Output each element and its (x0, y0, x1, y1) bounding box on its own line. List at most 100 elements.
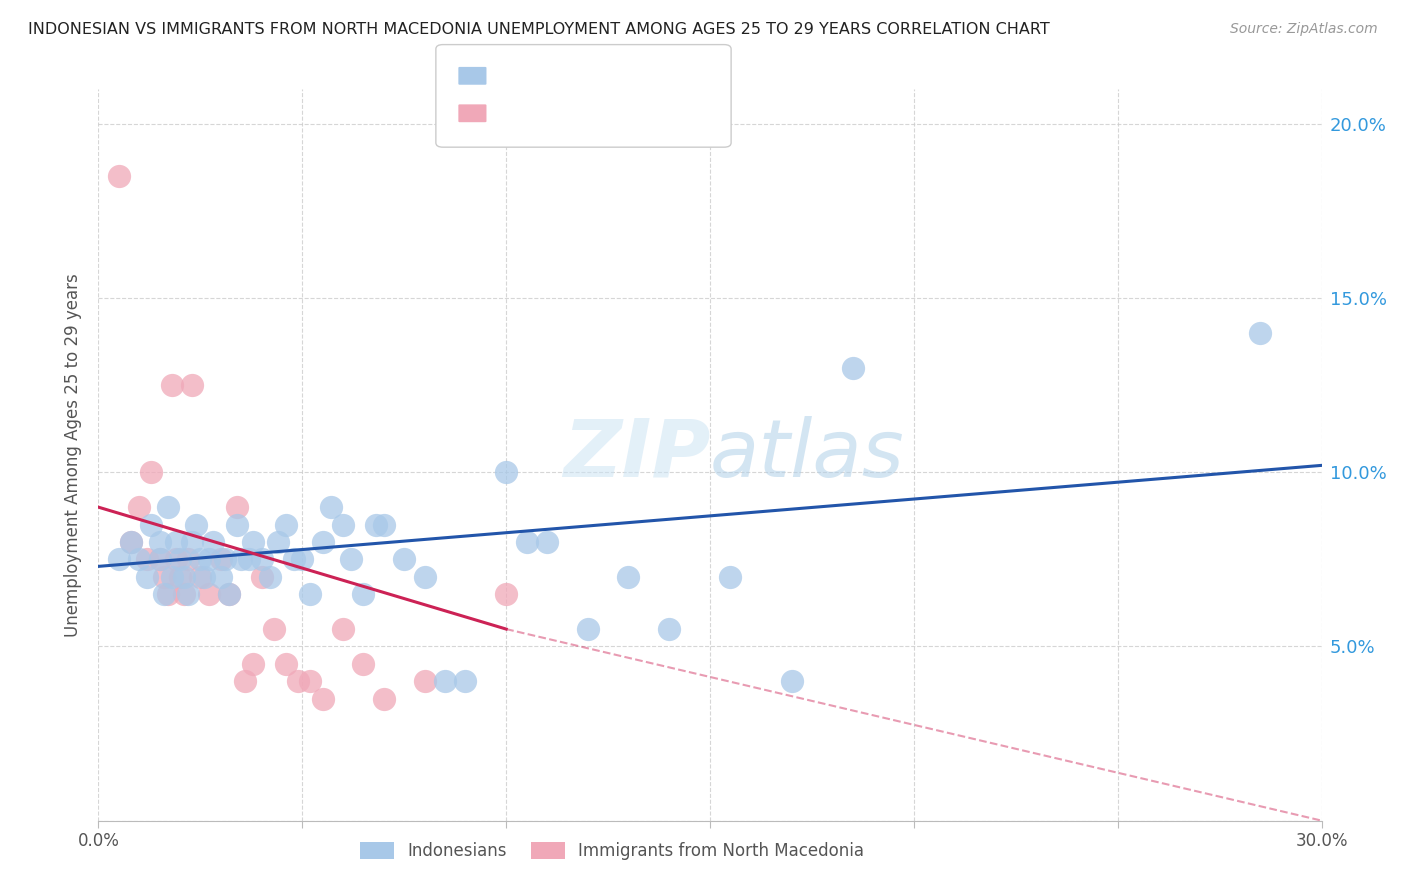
Point (188, 570, 212, 584)
Point (242, 657, 264, 671)
Point (209, 570, 232, 584)
Point (149, 552, 172, 566)
Point (1249, 326, 1271, 340)
Point (128, 500, 150, 515)
Point (173, 587, 195, 601)
Point (160, 570, 183, 584)
Point (536, 535, 558, 549)
Point (226, 517, 249, 532)
Point (186, 517, 208, 532)
Point (413, 570, 436, 584)
Text: ZIP: ZIP (562, 416, 710, 494)
Point (352, 657, 374, 671)
Text: 32: 32 (637, 104, 662, 122)
Text: R =: R = (499, 67, 538, 85)
Y-axis label: Unemployment Among Ages 25 to 29 years: Unemployment Among Ages 25 to 29 years (65, 273, 83, 637)
Point (312, 535, 335, 549)
Point (226, 500, 249, 515)
Point (193, 570, 215, 584)
Point (181, 535, 204, 549)
Point (173, 570, 195, 584)
Point (160, 378, 183, 392)
Text: Source: ZipAtlas.com: Source: ZipAtlas.com (1230, 22, 1378, 37)
Text: 0.244: 0.244 (538, 67, 595, 85)
Point (165, 552, 187, 566)
Point (149, 552, 172, 566)
Point (181, 378, 204, 392)
Text: atlas: atlas (710, 416, 905, 494)
Point (136, 552, 159, 566)
Point (291, 552, 314, 566)
Point (352, 587, 374, 601)
Point (177, 587, 200, 601)
Point (218, 587, 240, 601)
Point (238, 552, 260, 566)
Point (152, 587, 174, 601)
Point (495, 466, 517, 480)
Point (283, 552, 305, 566)
Point (392, 552, 416, 566)
Point (718, 570, 742, 584)
Point (231, 552, 253, 566)
Point (141, 517, 163, 532)
Point (516, 535, 538, 549)
Point (658, 622, 681, 636)
Point (340, 552, 363, 566)
Point (136, 570, 159, 584)
Point (267, 535, 290, 549)
Point (201, 535, 224, 549)
Point (373, 691, 395, 706)
Point (169, 552, 191, 566)
Point (373, 517, 395, 532)
Point (274, 517, 297, 532)
Point (169, 570, 191, 584)
Point (165, 535, 187, 549)
Point (128, 552, 150, 566)
Text: INDONESIAN VS IMMIGRANTS FROM NORTH MACEDONIA UNEMPLOYMENT AMONG AGES 25 TO 29 Y: INDONESIAN VS IMMIGRANTS FROM NORTH MACE… (28, 22, 1050, 37)
Point (209, 552, 232, 566)
Point (434, 674, 457, 689)
Point (259, 570, 281, 584)
Point (617, 570, 640, 584)
Point (263, 622, 285, 636)
Point (120, 535, 142, 549)
Point (454, 674, 477, 689)
Text: -0.249: -0.249 (538, 104, 603, 122)
Point (841, 360, 863, 375)
Point (299, 674, 322, 689)
Point (299, 587, 322, 601)
Point (250, 570, 273, 584)
Point (152, 570, 174, 584)
Point (141, 466, 163, 480)
Point (177, 552, 200, 566)
Point (332, 622, 354, 636)
Point (242, 535, 264, 549)
Point (214, 552, 236, 566)
Point (413, 674, 436, 689)
Text: N =: N = (600, 104, 640, 122)
Point (287, 674, 309, 689)
Point (149, 535, 172, 549)
Point (197, 552, 219, 566)
Point (108, 169, 131, 184)
Point (108, 552, 131, 566)
Point (197, 587, 219, 601)
Point (312, 691, 335, 706)
Text: 55: 55 (637, 67, 662, 85)
Point (332, 517, 354, 532)
Point (576, 622, 599, 636)
Point (319, 500, 342, 515)
Text: R =: R = (499, 104, 538, 122)
Point (495, 587, 517, 601)
Point (250, 552, 273, 566)
Legend: Indonesians, Immigrants from North Macedonia: Indonesians, Immigrants from North Maced… (353, 836, 870, 867)
Point (156, 500, 179, 515)
Point (364, 517, 387, 532)
Point (156, 587, 179, 601)
Text: N =: N = (600, 67, 640, 85)
Point (780, 674, 803, 689)
Point (120, 535, 142, 549)
Point (188, 552, 212, 566)
Point (274, 657, 297, 671)
Point (233, 674, 256, 689)
